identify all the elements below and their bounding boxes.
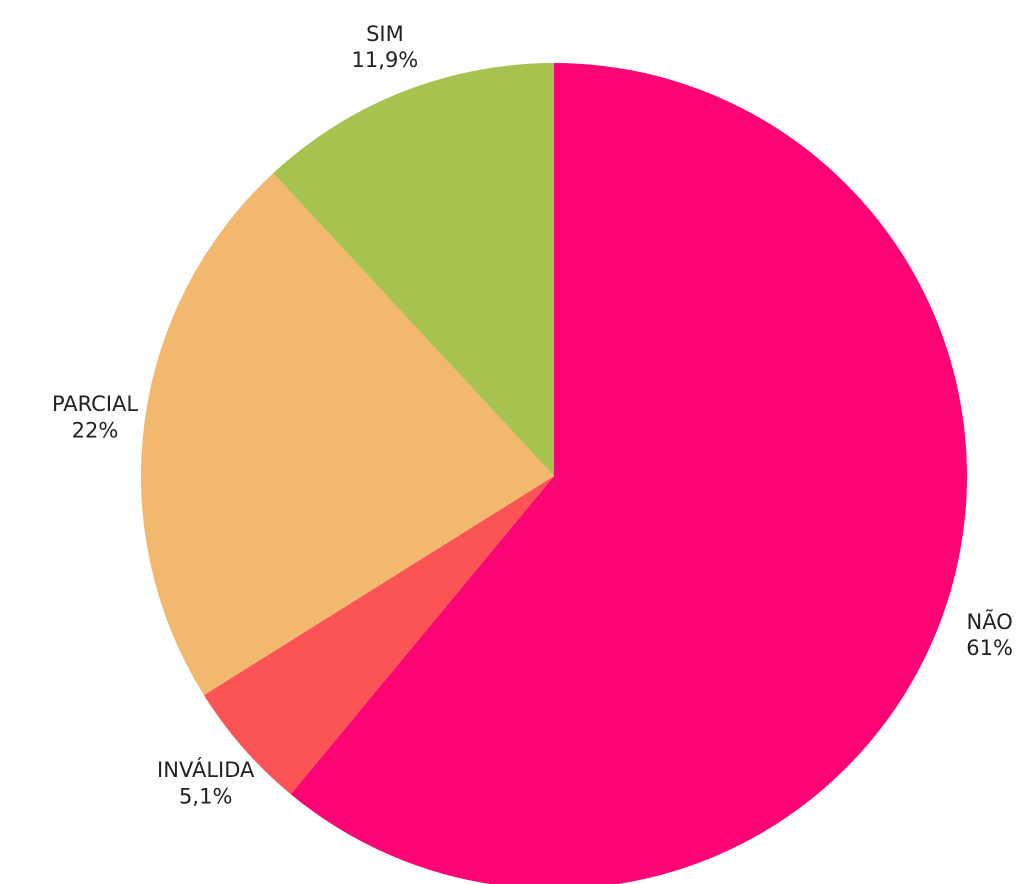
slice-label-nao: NÃO 61% [966,608,1013,660]
slice-category-label: INVÁLIDA [157,757,255,782]
pie-labels: NÃO 61% INVÁLIDA 5,1% PARCIAL 22% SIM 11,9% [52,22,1013,808]
slice-value-label: 61% [966,636,1013,660]
slice-category-label: PARCIAL [52,392,138,416]
slice-value-label: 22% [72,418,119,442]
pie-slice-sim [273,63,554,476]
slice-category-label: NÃO [967,608,1013,634]
slice-label-sim: SIM 11,9% [352,22,419,72]
slice-label-parcial: PARCIAL 22% [52,392,138,442]
pie-slices [141,63,967,884]
slice-value-label: 11,9% [352,48,419,72]
slice-label-invalida: INVÁLIDA 5,1% [157,757,255,808]
slice-category-label: SIM [366,22,404,46]
pie-slice-parcial [141,173,555,696]
pie-slice-nao [290,63,967,884]
pie-slice-invalida [203,476,555,795]
slice-value-label: 5,1% [179,784,232,808]
